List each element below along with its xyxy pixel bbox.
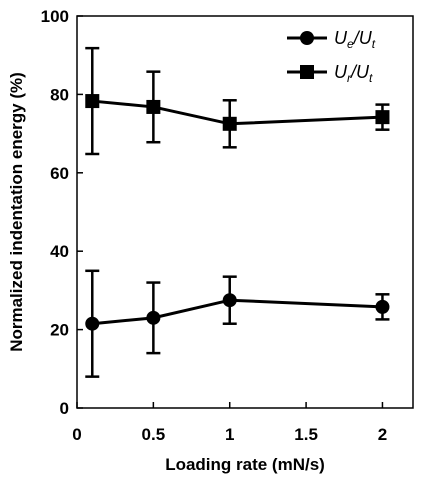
legend-marker <box>300 65 314 79</box>
data-point <box>146 99 161 114</box>
x-tick-label: 0 <box>72 425 81 444</box>
y-tick-label: 0 <box>60 399 69 418</box>
data-point <box>85 94 100 109</box>
series-line <box>92 99 383 126</box>
y-tick-label: 80 <box>50 85 69 104</box>
series-2 <box>85 46 390 156</box>
legend-label: Ur/Ut <box>334 62 373 85</box>
legend-marker <box>300 31 314 45</box>
y-axis: 0 20 40 60 80 100 <box>41 7 83 418</box>
data-point <box>146 310 161 325</box>
data-point <box>222 293 237 308</box>
y-tick-label: 40 <box>50 242 69 261</box>
x-tick-label: 1 <box>225 425 234 444</box>
x-tick-label: 2 <box>378 425 387 444</box>
series-1 <box>85 269 390 378</box>
series-line <box>92 298 383 326</box>
x-axis-title: Loading rate (mN/s) <box>165 455 325 474</box>
data-point <box>375 110 390 125</box>
series-layer <box>85 46 390 378</box>
x-tick-label: 1.5 <box>294 425 318 444</box>
x-axis: 0 0.5 1 1.5 2 <box>72 402 387 444</box>
data-point <box>85 316 100 331</box>
plot-area <box>76 15 414 409</box>
y-tick-label: 60 <box>50 164 69 183</box>
x-tick-label: 0.5 <box>142 425 166 444</box>
data-point <box>222 116 237 131</box>
legend-label: Ue/Ut <box>334 28 376 51</box>
legend: Ue/Ut Ur/Ut <box>287 28 376 85</box>
y-tick-label: 100 <box>41 7 69 26</box>
y-tick-label: 20 <box>50 321 69 340</box>
y-axis-title: Normalized indentation energy (%) <box>7 72 26 352</box>
data-point <box>375 299 390 314</box>
